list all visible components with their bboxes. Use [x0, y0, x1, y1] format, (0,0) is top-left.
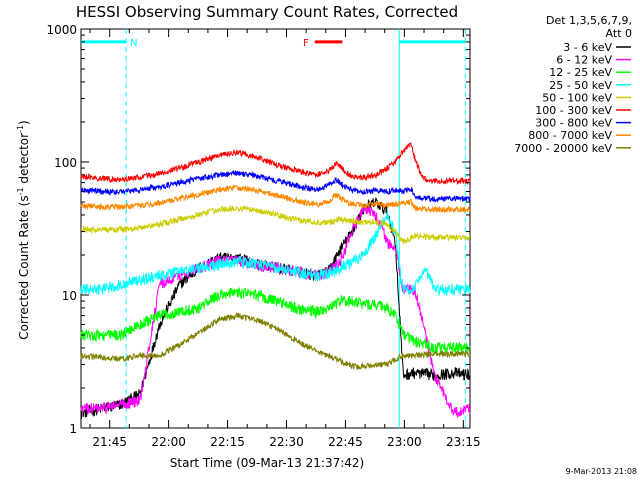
- series-line: [80, 287, 471, 356]
- interval-marker-label: N: [130, 38, 137, 49]
- legend-label: 25 - 50 keV: [549, 79, 612, 92]
- x-tick-label: 22:45: [328, 435, 363, 449]
- interval-marker-label: F: [303, 38, 309, 49]
- legend-label: 100 - 300 keV: [535, 104, 612, 117]
- y-tick-label: 10: [62, 289, 77, 303]
- legend-label: 7000 - 20000 keV: [514, 142, 612, 155]
- legend-header-line-1: Det 1,3,5,6,7,9,: [546, 14, 632, 27]
- legend-header-line-2: Att 0: [606, 27, 632, 40]
- series-line: [80, 183, 471, 214]
- legend-label: 12 - 25 keV: [549, 66, 612, 79]
- y-tick-label: 1000: [46, 23, 77, 37]
- x-tick-label: 21:45: [92, 435, 127, 449]
- series-line: [80, 142, 471, 186]
- series-layer: [80, 142, 471, 420]
- series-line: [80, 311, 471, 371]
- x-tick-label: 23:15: [446, 435, 481, 449]
- legend-label: 3 - 6 keV: [563, 41, 612, 54]
- x-tick-label: 22:00: [151, 435, 186, 449]
- footer-timestamp: 9-Mar-2013 21:08: [566, 467, 637, 476]
- series-line: [80, 169, 471, 204]
- series-line: [80, 204, 471, 245]
- legend-label: 6 - 12 keV: [556, 54, 612, 67]
- x-tick-label: 22:30: [269, 435, 304, 449]
- y-axis-label: Corrected Count Rate (s-1 detector-1): [16, 120, 31, 339]
- series-line: [80, 210, 471, 296]
- legend-label: 800 - 7000 keV: [528, 129, 612, 142]
- series-line: [80, 203, 471, 418]
- y-tick-label: 100: [54, 156, 77, 170]
- x-tick-label: 23:00: [387, 435, 422, 449]
- legend-label: 50 - 100 keV: [542, 91, 612, 104]
- x-tick-label: 22:15: [210, 435, 245, 449]
- axis-layer: 21:45 22:00 22:15 22:30 22:45 23:00 23:15 1 10 10…: [46, 23, 480, 449]
- x-axis-label: Start Time (09-Mar-13 21:37:42): [170, 456, 364, 470]
- legend-label: 300 - 800 keV: [535, 117, 612, 130]
- plot-frame: [80, 28, 471, 429]
- y-tick-label: 1: [69, 422, 77, 436]
- chart-title: HESSI Observing Summary Count Rates, Cor…: [76, 3, 458, 21]
